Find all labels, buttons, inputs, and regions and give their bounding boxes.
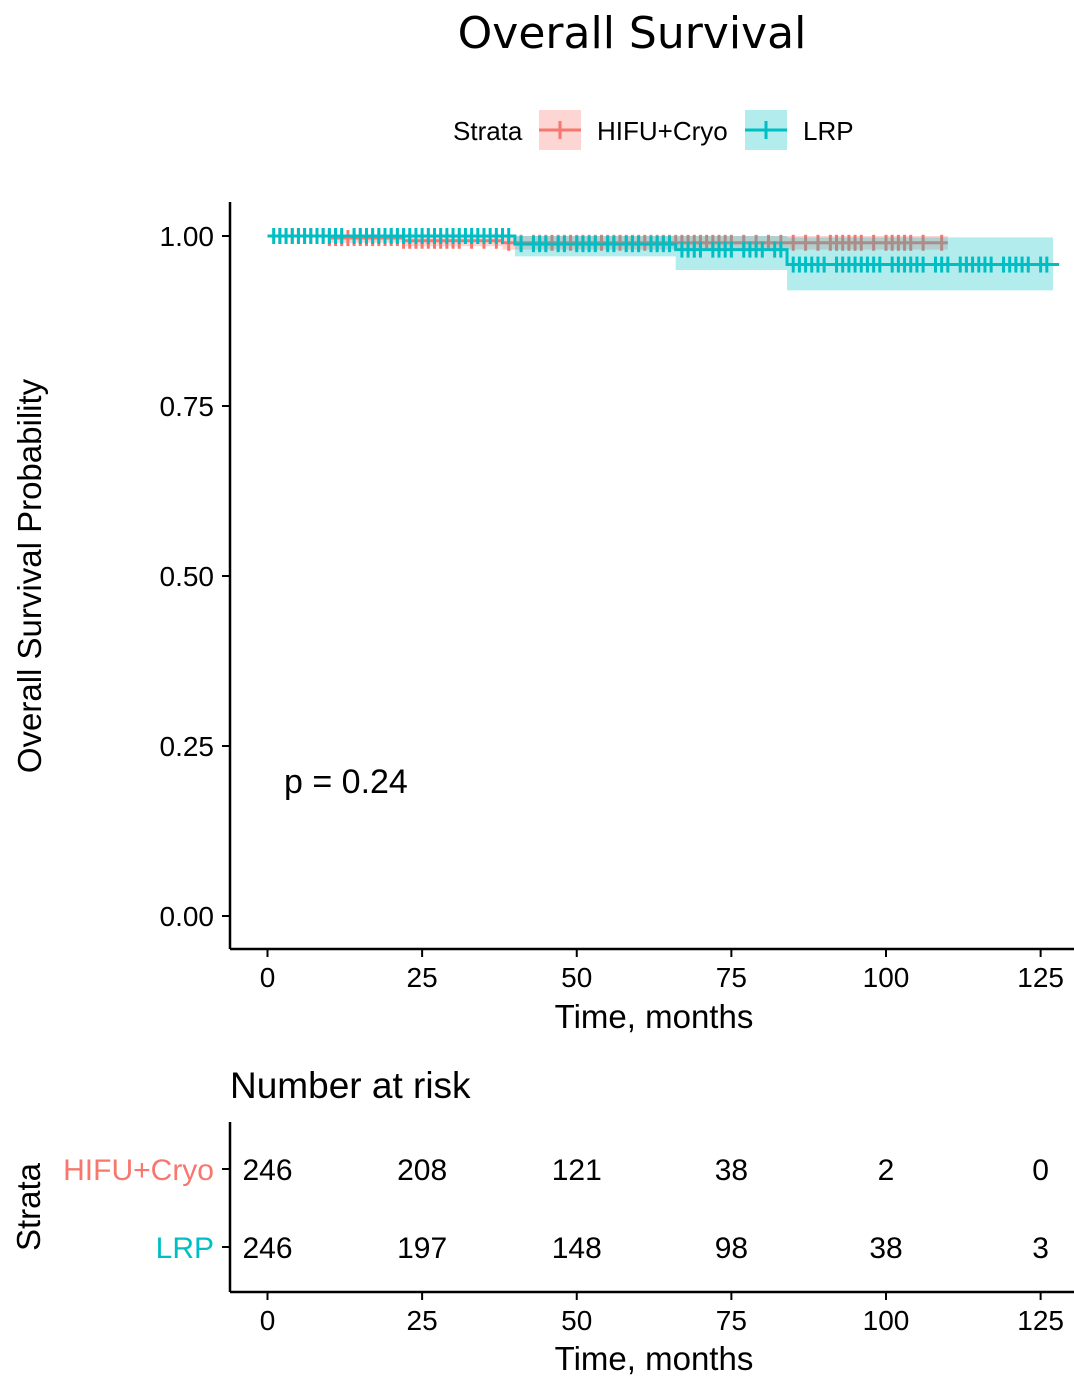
risk-count-hifu: 246: [242, 1154, 292, 1187]
x-tick-label: 125: [1017, 962, 1064, 993]
risk-x-tick-label: 25: [407, 1305, 438, 1336]
x-tick-label: 50: [561, 962, 592, 993]
risk-count-lrp: 3: [1032, 1232, 1049, 1265]
y-tick-label: 0.25: [160, 731, 215, 762]
x-tick-label: 75: [716, 962, 747, 993]
legend: Strata HIFU+Cryo LRP: [453, 110, 854, 150]
risk-count-hifu: 2: [878, 1154, 895, 1187]
y-tick-label: 0.50: [160, 561, 215, 592]
risk-x-axis-ticks: 0 25 50 75 100 125: [260, 1292, 1064, 1336]
risk-row-label-hifu: HIFU+Cryo: [63, 1154, 214, 1187]
risk-x-tick-label: 100: [863, 1305, 910, 1336]
survival-curves: [267, 228, 1060, 291]
x-tick-label: 25: [407, 962, 438, 993]
risk-y-axis-label: Strata: [10, 1162, 47, 1251]
x-tick-label: 0: [260, 962, 276, 993]
y-tick-label: 0.00: [160, 901, 215, 932]
risk-x-tick-label: 75: [716, 1305, 747, 1336]
x-axis-label: Time, months: [555, 998, 754, 1035]
risk-count-hifu: 38: [715, 1154, 748, 1187]
legend-label-hifu: HIFU+Cryo: [597, 116, 728, 146]
risk-count-lrp: 197: [397, 1232, 447, 1265]
risk-table-title: Number at risk: [230, 1065, 471, 1106]
y-axis-ticks: 0.00 0.25 0.50 0.75 1.00: [160, 221, 230, 932]
risk-row-label-lrp: LRP: [156, 1232, 214, 1265]
risk-x-tick-label: 50: [561, 1305, 592, 1336]
risk-count-lrp: 98: [715, 1232, 748, 1265]
risk-count-lrp: 148: [552, 1232, 602, 1265]
survival-line-lrp: [267, 234, 1060, 267]
risk-count-hifu: 0: [1032, 1154, 1049, 1187]
risk-count-lrp: 38: [869, 1232, 902, 1265]
x-tick-label: 100: [863, 962, 910, 993]
risk-x-tick-label: 125: [1017, 1305, 1064, 1336]
chart-title: Overall Survival: [458, 8, 807, 59]
risk-table-rows: HIFU+Cryo 246 208 121 38 2 0 LRP 246 197 148 98 38 3: [63, 1154, 1049, 1265]
y-tick-label: 1.00: [160, 221, 215, 252]
risk-x-axis-label: Time, months: [555, 1340, 754, 1377]
p-value-annotation: p = 0.24: [284, 763, 408, 801]
x-axis-ticks: 0 25 50 75 100 125: [260, 949, 1064, 993]
risk-x-tick-label: 0: [260, 1305, 276, 1336]
risk-count-lrp: 246: [242, 1232, 292, 1265]
y-axis-label: Overall Survival Probability: [11, 378, 48, 773]
risk-count-hifu: 121: [552, 1154, 602, 1187]
legend-label-lrp: LRP: [803, 116, 854, 146]
legend-title: Strata: [453, 116, 523, 146]
ci-band-lrp: [267, 236, 1053, 291]
risk-count-hifu: 208: [397, 1154, 447, 1187]
y-tick-label: 0.75: [160, 391, 215, 422]
